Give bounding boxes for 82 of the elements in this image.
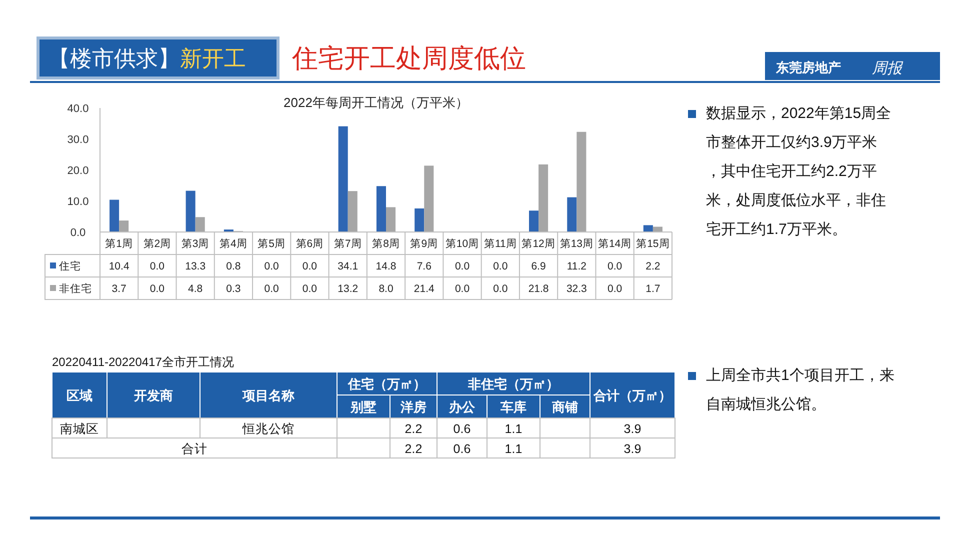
x-tick-label: 第6周: [296, 238, 324, 250]
data-label: 0.0: [264, 260, 280, 272]
legend-label: 住宅: [59, 260, 81, 272]
x-tick-label: 第13周: [560, 238, 594, 250]
x-tick-label: 第14周: [598, 238, 632, 250]
text: 合计: [182, 442, 208, 456]
data-label: 0.0: [150, 283, 165, 295]
x-tick-label: 第1周: [105, 238, 133, 250]
data-label: 21.4: [414, 283, 435, 295]
data-label: 34.1: [338, 260, 358, 272]
data-label: 7.6: [416, 260, 432, 272]
data-label: 6.9: [531, 260, 546, 272]
data-label: 0.0: [264, 283, 280, 295]
x-tick-label: 第7周: [334, 238, 362, 250]
text: 商铺: [551, 400, 578, 414]
x-tick-label: 第3周: [181, 238, 210, 250]
data-label: 0.8: [226, 260, 241, 272]
text: 0.6: [453, 442, 471, 456]
data-label: 0.0: [302, 260, 318, 272]
data-label: 0.0: [493, 260, 508, 272]
x-tick-label: 第10周: [445, 238, 480, 250]
x-tick-label: 第8周: [372, 238, 400, 250]
data-label: 2.2: [646, 260, 660, 272]
text: 办公: [448, 400, 476, 414]
data-label: 13.3: [185, 260, 206, 272]
text: 0.6: [453, 422, 471, 436]
text: 1.1: [504, 442, 522, 456]
text: 住宅开工处周度低位: [291, 43, 526, 73]
y-tick-label: 30.0: [67, 134, 89, 146]
data-label: 14.8: [376, 260, 396, 272]
x-tick-label: 第12周: [522, 238, 556, 250]
y-tick-label: 40.0: [67, 103, 89, 115]
data-label: 32.3: [566, 283, 588, 295]
text: 非住宅（万㎡）: [467, 376, 559, 392]
text: 2.2: [404, 422, 422, 436]
data-label: 8.0: [378, 283, 394, 295]
y-tick-label: 0.0: [70, 227, 86, 239]
text: 数据显示，2022年第15周全市整体开工仅约3.9万平米，其中住宅开工约2.2万平米，处周度低位水平，非住宅开工约1.7万平米。: [706, 105, 892, 238]
text: 周报: [872, 59, 904, 77]
text: 南城区: [60, 422, 99, 436]
text: 3.9: [624, 442, 642, 456]
text: 上周全市共1个项目开工，来自南城恒兆公馆。: [706, 367, 894, 413]
data-label: 4.8: [188, 283, 203, 295]
text: 合计（万㎡）: [592, 388, 672, 403]
data-label: 1.7: [646, 283, 660, 295]
data-label: 13.2: [338, 283, 358, 295]
text: 恒兆公馆: [242, 422, 294, 436]
text: 区域: [66, 388, 92, 403]
legend-label: 非住宅: [59, 282, 92, 295]
data-label: 0.0: [454, 260, 470, 272]
text: 2.2: [404, 442, 422, 456]
text: 新开工: [180, 46, 246, 71]
data-label: 0.3: [226, 283, 241, 295]
data-label: 0.0: [607, 260, 622, 272]
data-label: 0.0: [454, 283, 470, 295]
text: 项目名称: [242, 388, 296, 403]
text: 3.9: [624, 422, 642, 436]
data-label: 0.0: [607, 283, 622, 295]
x-tick-label: 第4周: [220, 238, 248, 250]
chart-title: 2022年每周开工情况（万平米）: [284, 95, 468, 110]
data-label: 0.0: [150, 260, 165, 272]
text: 洋房: [400, 400, 426, 414]
data-label: 3.7: [112, 283, 127, 295]
data-label: 21.8: [528, 283, 549, 295]
text: 住宅（万㎡）: [347, 376, 426, 392]
y-tick-label: 10.0: [67, 196, 89, 208]
text: 东莞房地产: [775, 60, 841, 75]
text: 别墅: [350, 400, 376, 414]
x-tick-label: 第9周: [410, 238, 438, 250]
data-label: 10.4: [108, 260, 130, 272]
y-tick-label: 20.0: [67, 165, 89, 177]
data-label: 0.0: [493, 283, 508, 295]
text: 20220411-20220417全市开工情况: [52, 355, 234, 369]
text: 1.1: [504, 422, 522, 436]
x-tick-label: 第15周: [636, 238, 670, 250]
data-label: 0.0: [302, 283, 318, 295]
x-tick-label: 第5周: [258, 238, 286, 250]
text: 车库: [500, 400, 526, 414]
x-tick-label: 第11周: [484, 238, 517, 250]
data-label: 11.2: [566, 260, 587, 272]
x-tick-label: 第2周: [143, 238, 172, 250]
text: 开发商: [133, 388, 173, 403]
